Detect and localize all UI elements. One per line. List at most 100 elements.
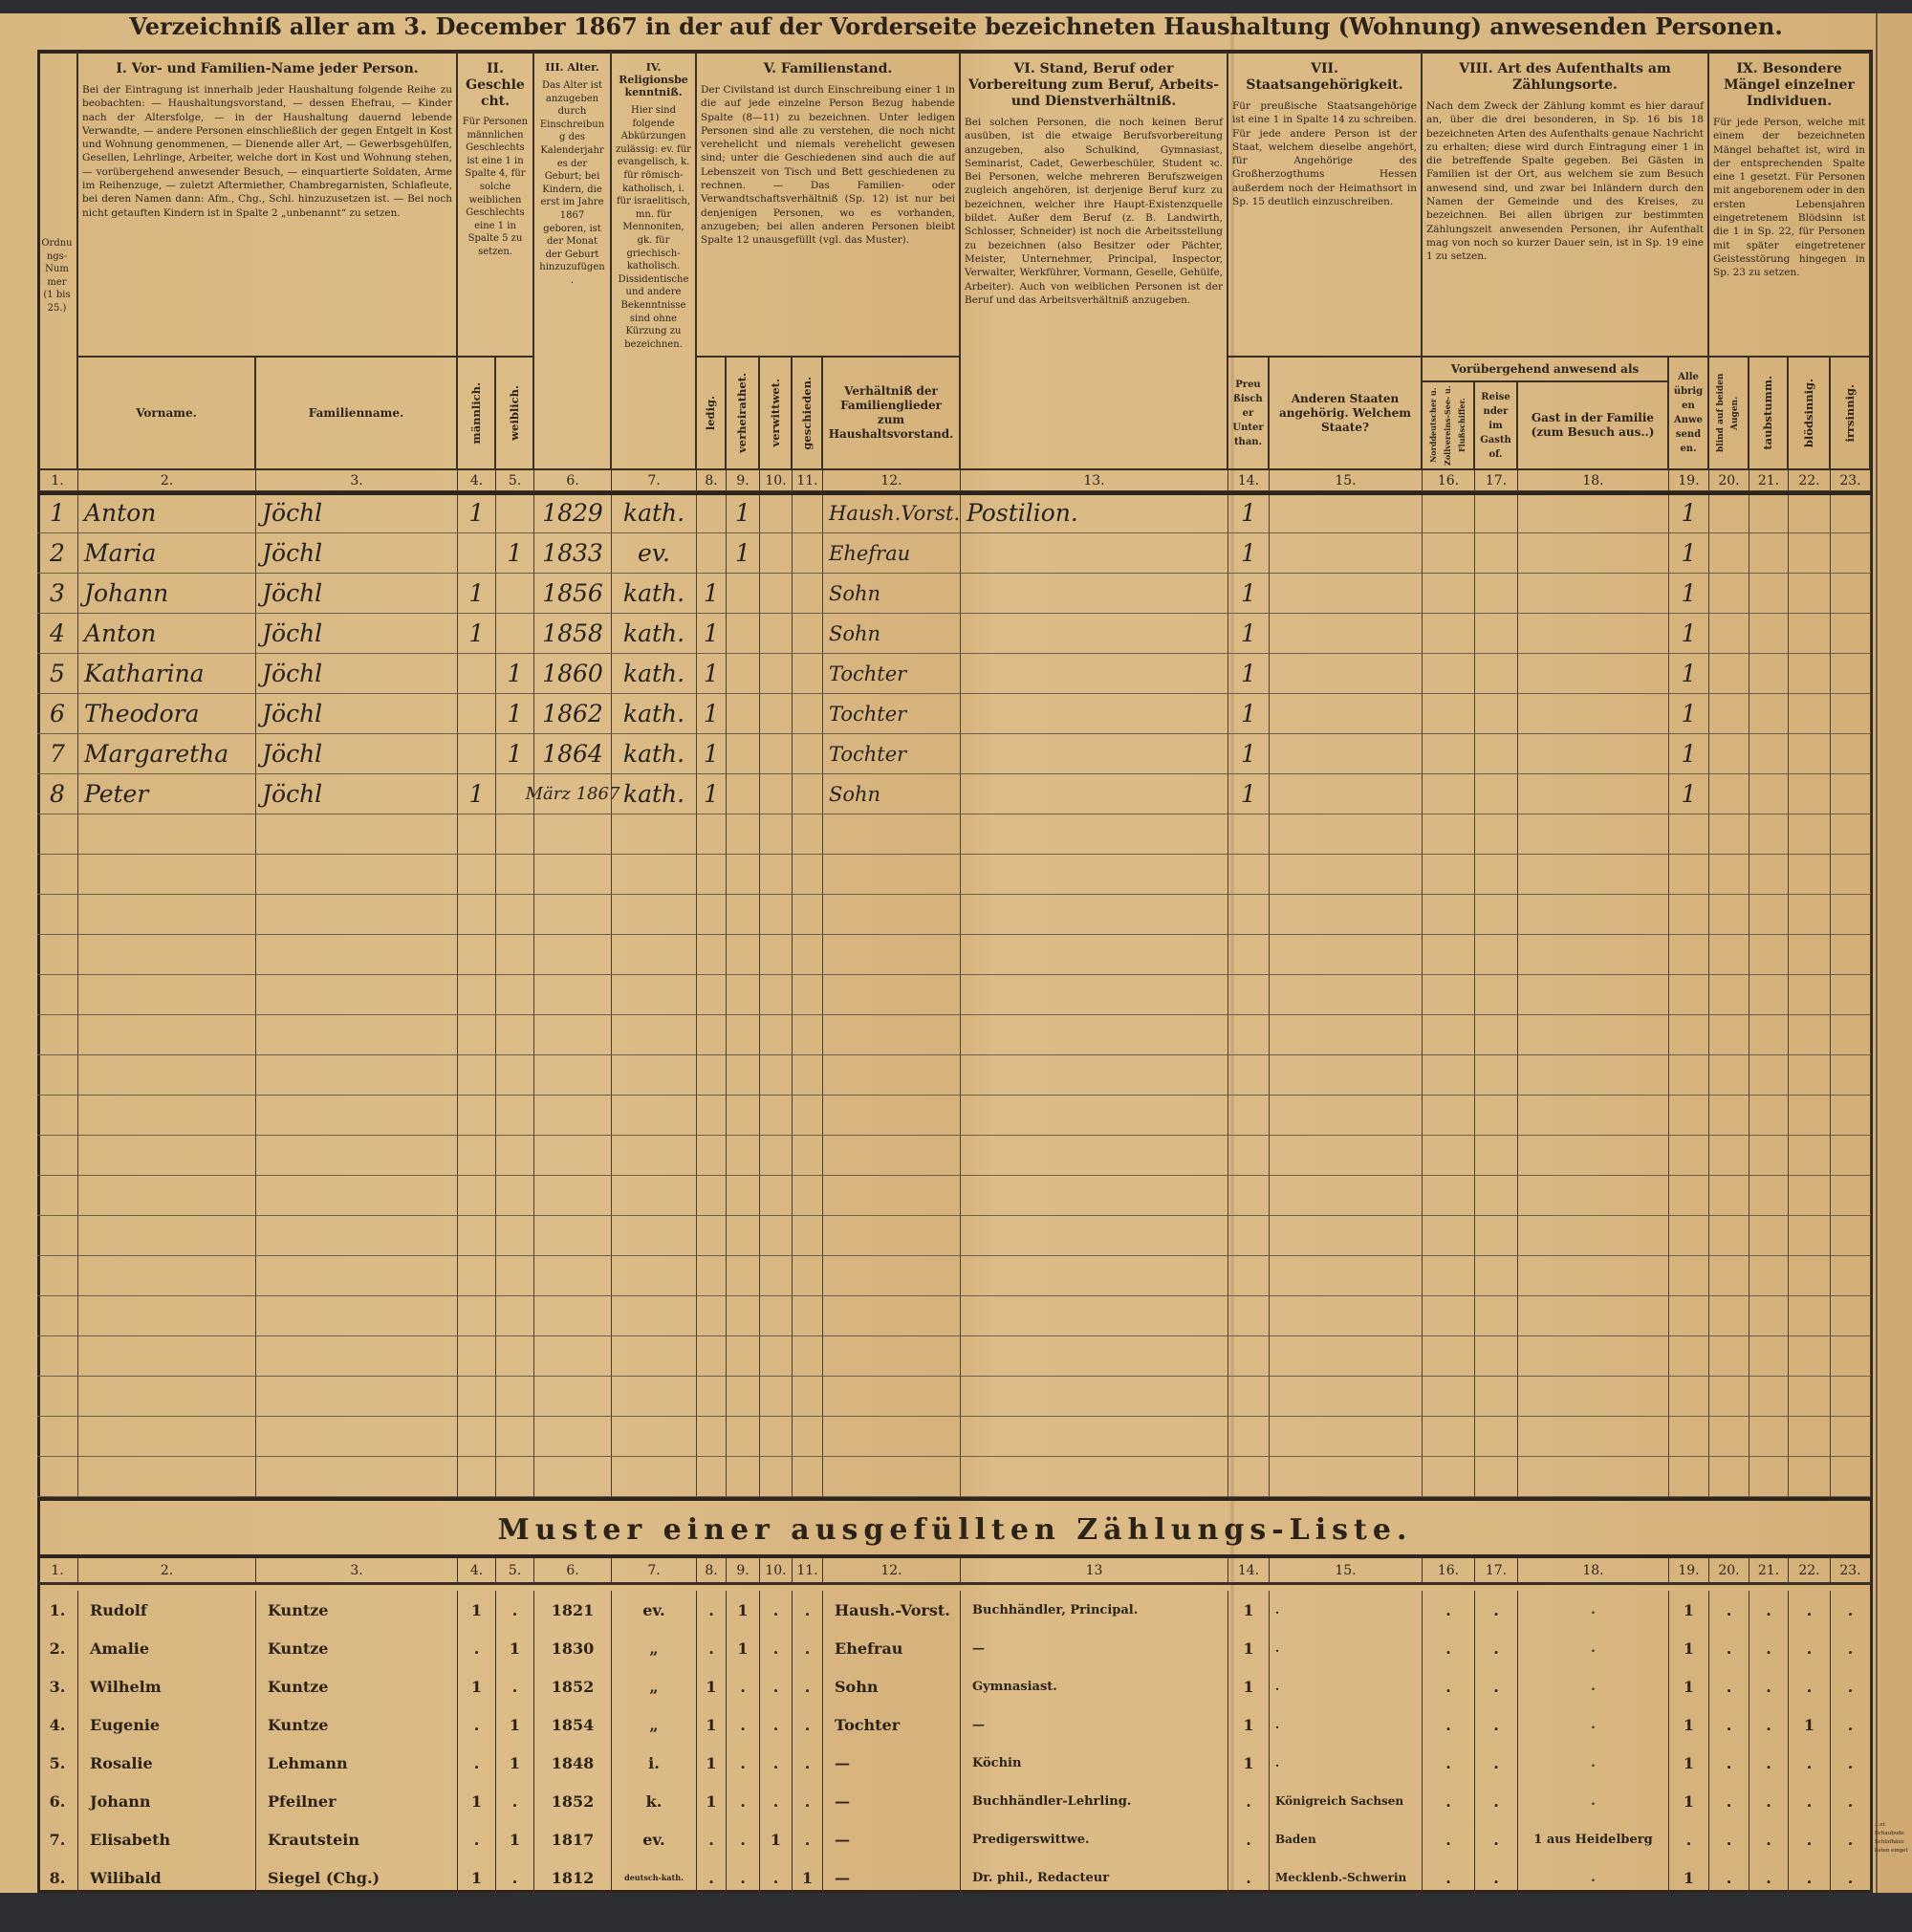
empty-cell (458, 975, 496, 1015)
column-number: 2. (78, 470, 256, 493)
empty-cell (1228, 814, 1270, 855)
entry-cell (760, 774, 793, 814)
empty-cell (612, 1457, 697, 1497)
empty-cell (1789, 895, 1831, 935)
empty-cell (1709, 1216, 1749, 1256)
empty-cell (1831, 975, 1871, 1015)
empty-cell (793, 855, 823, 895)
column-number: 1. (37, 470, 78, 493)
entry-cell: Jöchl (256, 533, 458, 574)
entry-cell (961, 614, 1228, 654)
empty-cell (961, 1417, 1228, 1457)
entry-cell: 1829 (534, 493, 612, 533)
section-title: VI. Stand, Beruf oder Vorbereitung zum B… (967, 61, 1220, 109)
sample-cell: . (1749, 1591, 1789, 1629)
empty-cell (1270, 1055, 1423, 1096)
empty-cell (458, 935, 496, 975)
entry-cell (727, 694, 760, 734)
empty-cell (1228, 1296, 1270, 1336)
entry-cell (1789, 574, 1831, 614)
empty-cell (1270, 1256, 1423, 1296)
sample-cell: Rosalie (78, 1744, 256, 1782)
entry-cell (1749, 493, 1789, 533)
column-number: 22. (1789, 470, 1831, 493)
sample-cell: . (793, 1629, 823, 1667)
sample-cell: . (1669, 1820, 1709, 1858)
empty-cell (823, 1015, 961, 1055)
entry-cell: kath. (612, 614, 697, 654)
empty-cell (612, 1417, 697, 1457)
entry-cell (1831, 574, 1871, 614)
sample-cell: 1 (496, 1629, 534, 1667)
empty-cell (1831, 1096, 1871, 1136)
entry-cell (1709, 694, 1749, 734)
sample-cell: . (1749, 1820, 1789, 1858)
empty-cell (697, 975, 727, 1015)
empty-cell (1669, 1136, 1709, 1176)
adjacent-page-edge (1876, 13, 1912, 1893)
empty-cell (1228, 975, 1270, 1015)
entry-cell (458, 533, 496, 574)
entry-cell: 1 (1228, 654, 1270, 694)
sample-cell: . (697, 1858, 727, 1897)
sample-cell: 1 (1228, 1705, 1270, 1744)
empty-cell (1423, 1136, 1475, 1176)
sample-column-number: 14. (1228, 1558, 1270, 1585)
subheader-bloedsinnig: blödsinnig. (1789, 358, 1831, 470)
section-title: V. Familienstand. (763, 61, 893, 76)
sample-column-number: 10. (760, 1558, 793, 1585)
empty-cell (256, 975, 458, 1015)
empty-cell (78, 1216, 256, 1256)
empty-cell (727, 1176, 760, 1216)
empty-cell (1831, 1336, 1871, 1377)
empty-cell (37, 895, 78, 935)
sample-column-number: 7. (612, 1558, 697, 1585)
sample-cell: 1 (1669, 1629, 1709, 1667)
sample-cell: Krautstein (256, 1820, 458, 1858)
sample-cell: 1 (1228, 1629, 1270, 1667)
sample-cell: 6. (37, 1782, 78, 1820)
sample-cell: . (1749, 1705, 1789, 1744)
sample-column-number: 13 (961, 1558, 1228, 1585)
section-instructions: Der Civilstand ist durch Einschreibung e… (701, 84, 955, 247)
empty-cell (1423, 814, 1475, 855)
empty-cell (256, 1055, 458, 1096)
empty-cell (697, 1176, 727, 1216)
column-number: 23. (1831, 470, 1871, 493)
sample-cell: . (1709, 1858, 1749, 1897)
entry-cell: 1 (37, 493, 78, 533)
entry-cell (1749, 574, 1789, 614)
empty-cell (1709, 1176, 1749, 1216)
empty-cell (727, 1136, 760, 1176)
empty-cell (496, 1055, 534, 1096)
column-number: 14. (1228, 470, 1270, 493)
sample-cell: . (1518, 1744, 1669, 1782)
entry-cell (1423, 614, 1475, 654)
sample-cell: 1817 (534, 1820, 612, 1858)
empty-cell (534, 975, 612, 1015)
header-bottom-rule (37, 491, 1873, 495)
sample-cell: 1 (458, 1782, 496, 1820)
empty-cell (1789, 814, 1831, 855)
sample-cell: . (727, 1744, 760, 1782)
empty-cell (458, 855, 496, 895)
entry-cell: 7 (37, 734, 78, 774)
empty-cell (1423, 1377, 1475, 1417)
empty-cell (760, 1176, 793, 1216)
empty-cell (793, 1256, 823, 1296)
entry-cell (1789, 533, 1831, 574)
sample-cell: . (1789, 1858, 1831, 1897)
census-form-paper (0, 13, 1912, 1893)
entry-cell: Tochter (823, 694, 961, 734)
entry-cell: kath. (612, 493, 697, 533)
sample-cell: 1 (1228, 1667, 1270, 1705)
empty-cell (1423, 935, 1475, 975)
empty-cell (37, 1296, 78, 1336)
sample-column-number: 22. (1789, 1558, 1831, 1585)
sample-cell: 1 (1669, 1858, 1709, 1897)
empty-cell (1270, 1216, 1423, 1256)
entry-cell (1423, 694, 1475, 734)
sample-cell: 8. (37, 1858, 78, 1897)
entry-cell (727, 654, 760, 694)
entry-cell: 1 (1669, 493, 1709, 533)
